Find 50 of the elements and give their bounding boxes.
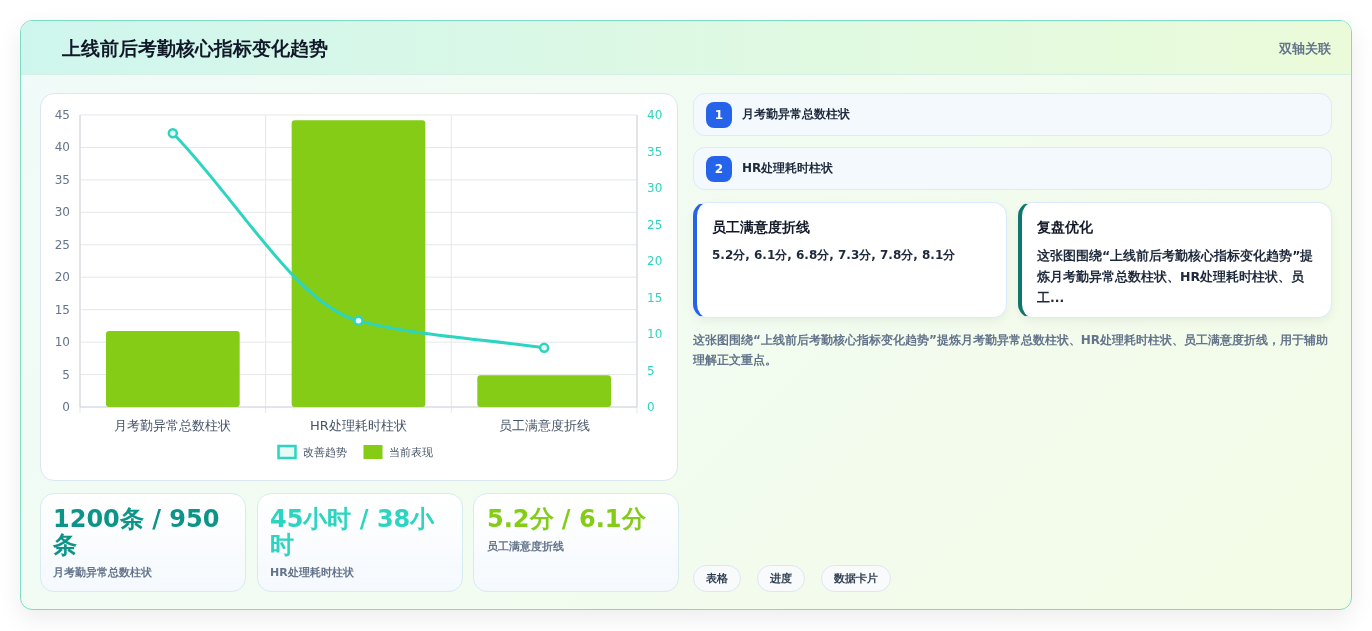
text: 5.2分, 6.1分, 6.8分, 7.3分, 7.8分, 8.1分 [712, 247, 957, 264]
y2-tick-label: 5 [647, 363, 655, 378]
text: 表格 [693, 565, 741, 592]
y-tick-label: 0 [62, 400, 70, 414]
y2-tick-label: 30 [647, 181, 663, 195]
y-tick-label: 35 [54, 172, 70, 187]
y-tick-label: 40 [54, 140, 70, 155]
y-tick-label: 30 [54, 205, 70, 220]
y-tick-label: 5 [62, 367, 70, 382]
bar [105, 331, 240, 407]
legend-label: 当前表现 [388, 446, 433, 459]
chart-title: 上线前后考勤核心指标变化趋势 [62, 36, 328, 61]
text: 数据卡片 [821, 565, 891, 592]
bar [291, 120, 426, 407]
text: 月考勤异常总数柱状 [53, 565, 152, 580]
y-tick-label: 10 [54, 335, 70, 350]
text: 复盘优化 [1037, 219, 1093, 237]
y2-tick-label: 15 [647, 290, 663, 305]
x-tick-label: HR处理耗时柱状 [310, 418, 407, 433]
point [353, 315, 364, 327]
point [538, 342, 550, 354]
text: 员工满意度折线 [712, 219, 810, 237]
y2-tick-label: 25 [647, 217, 663, 232]
y-tick-label: 15 [54, 302, 70, 317]
text: 5.2分 / 6.1分 [487, 505, 647, 533]
bar [477, 375, 612, 407]
y2-tick-label: 10 [647, 327, 663, 341]
text: HR处理耗时柱状 [270, 565, 354, 580]
text: HR处理耗时柱状 [742, 160, 834, 177]
y2-tick-label: 0 [647, 400, 655, 414]
y2-tick-label: 20 [647, 254, 663, 268]
text: 员工满意度折线 [487, 539, 564, 554]
y-tick-label: 45 [54, 108, 70, 122]
legend-label: 改善趋势 [302, 446, 347, 459]
text: 1 [706, 102, 732, 128]
text: 月考勤异常总数柱状 [742, 106, 850, 123]
text: 双轴关联 [1279, 40, 1331, 58]
x-tick-label: 月考勤异常总数柱状 [114, 418, 232, 433]
text: 这张图围绕“上线前后考勤核心指标变化趋势”提炼月考勤异常总数柱状、HR处理耗时柱状、员工满意度折线，用于辅助理解正文重点。 [693, 332, 1330, 369]
text: 1200条 / 950条 [53, 505, 221, 559]
y-tick-label: 25 [54, 237, 70, 252]
text: 这张图围绕“上线前后考勤核心指标变化趋势”提炼月考勤异常总数柱状、HR处理耗时柱状、员工... [1037, 247, 1315, 307]
y2-tick-label: 40 [647, 108, 663, 122]
text: 进度 [757, 565, 805, 592]
x-tick-label: 员工满意度折线 [498, 418, 590, 433]
point [167, 128, 179, 139]
text: 45小时 / 38小时 [270, 505, 436, 559]
y2-tick-label: 35 [647, 144, 663, 159]
y-tick-label: 20 [54, 270, 70, 285]
text: 2 [706, 156, 732, 182]
